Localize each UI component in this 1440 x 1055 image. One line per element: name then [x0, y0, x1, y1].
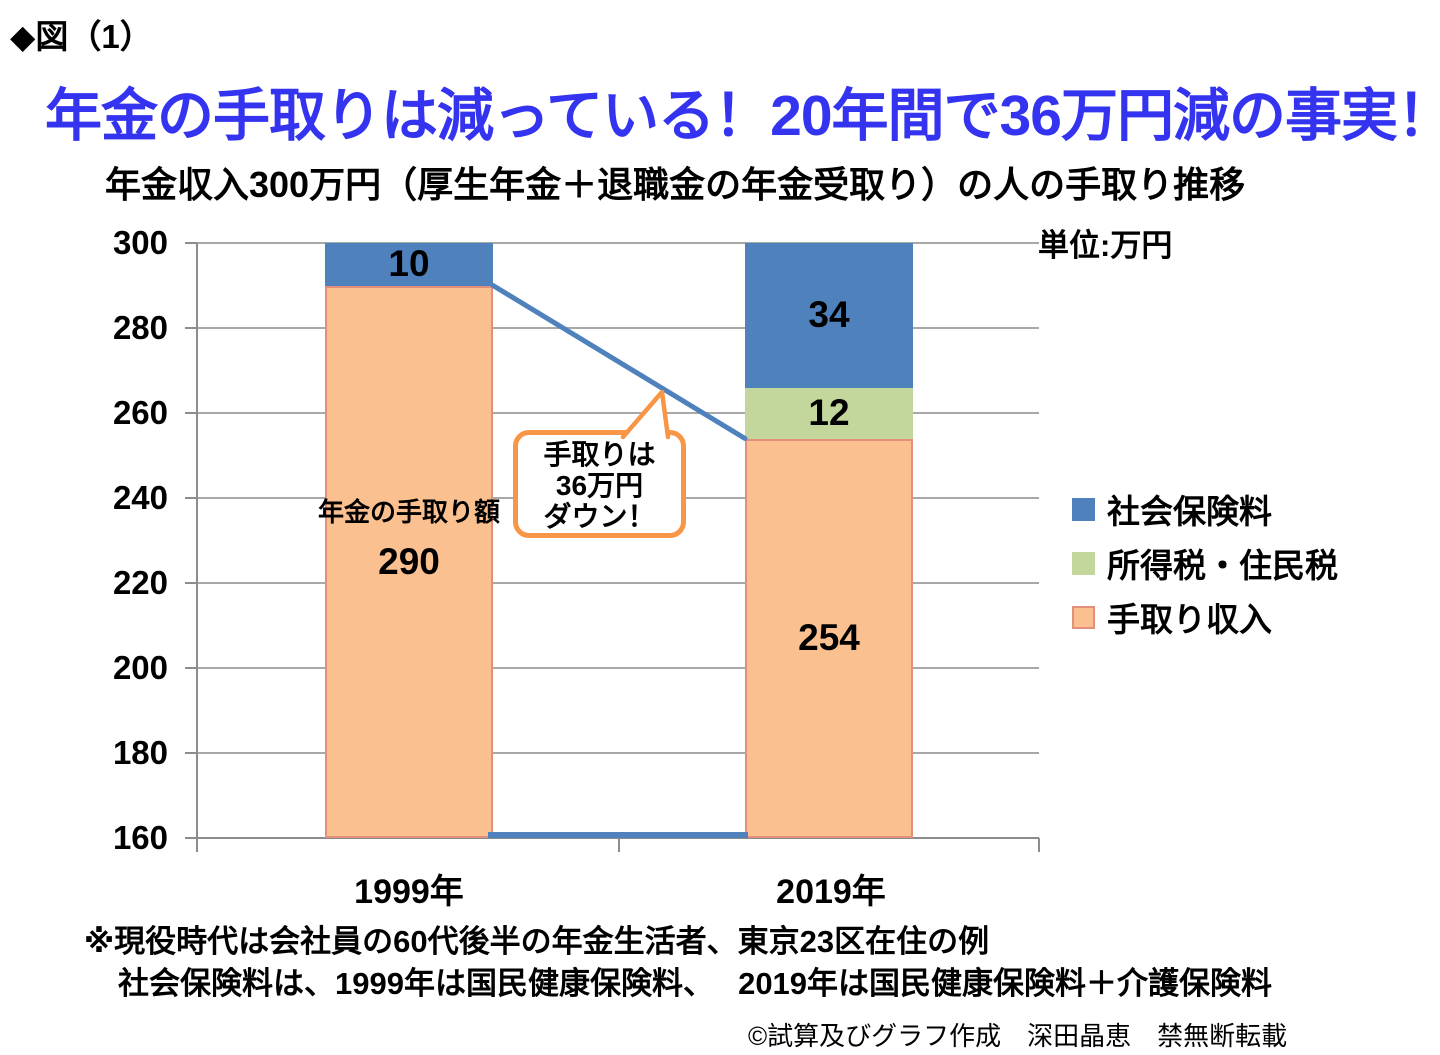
- y-tick-label: 260: [112, 394, 168, 431]
- callout-bubble: 手取りは 36万円 ダウン！: [513, 430, 686, 538]
- y-axis-tick: [185, 242, 197, 244]
- legend-swatch-green-icon: [1072, 551, 1095, 575]
- footnote-2: 社会保険料は、1999年は国民健康保険料、 2019年は国民健康保険料＋介護保険…: [118, 966, 1273, 1001]
- segment-value-label: 12: [808, 392, 850, 433]
- x-tick-label-2019: 2019年: [776, 873, 886, 911]
- y-axis-tick: [185, 752, 197, 754]
- y-tick-label: 200: [112, 649, 168, 686]
- bar-segment-2019年-手取り収入: [745, 438, 913, 838]
- y-axis-tick: [185, 582, 197, 584]
- credit-line: ©試算及びグラフ作成 深田晶恵 禁無断転載: [748, 1021, 1288, 1051]
- legend-label: 所得税・住民税: [1107, 547, 1338, 584]
- segment-value-label: 290: [378, 540, 440, 582]
- callout-line: 36万円: [555, 470, 644, 501]
- callout-line: ダウン！: [543, 501, 656, 532]
- legend-item-tedori-shunyu: 手取り収入: [1072, 600, 1338, 638]
- bar-segment-1999年-手取り収入: [325, 285, 493, 838]
- unit-label: 単位:万円: [1038, 228, 1173, 263]
- legend-item-shotokuzei-juminzei: 所得税・住民税: [1072, 546, 1338, 584]
- figure-label: ◆図（1）: [10, 18, 153, 55]
- gridline: [197, 667, 1039, 669]
- segment-value-label: 10: [388, 243, 430, 285]
- x-tick-label-1999: 1999年: [354, 873, 464, 911]
- bar-segment-2019年-所得税・住民税: [745, 387, 913, 439]
- legend-swatch-orange-icon: [1072, 605, 1095, 629]
- legend-swatch-blue-icon: [1072, 497, 1095, 521]
- y-axis-line: [196, 243, 198, 852]
- segment-value-label: 34: [808, 294, 850, 336]
- y-axis-tick: [185, 667, 197, 669]
- callout-line: 手取りは: [543, 439, 656, 470]
- bar-annotation-tedori: 年金の手取り額: [317, 497, 500, 527]
- y-tick-label: 280: [112, 309, 168, 346]
- x-axis-tick: [618, 838, 620, 852]
- y-tick-label: 220: [112, 564, 168, 601]
- page-title: 年金の手取りは減っている！20年間で36万円減の事実！: [45, 84, 1440, 148]
- chart-title: 年金収入300万円（厚生年金＋退職金の年金受取り）の人の手取り推移: [105, 164, 1246, 205]
- y-axis-tick: [185, 497, 197, 499]
- legend-item-shakai-hokenryo: 社会保険料: [1072, 492, 1338, 530]
- y-tick-label: 180: [112, 734, 168, 771]
- footnote-1: ※現役時代は会社員の60代後半の年金生活者、東京23区在住の例: [84, 924, 990, 959]
- segment-value-label: 254: [798, 617, 860, 659]
- gridline: [197, 582, 1039, 584]
- bar-segment-2019年-社会保険料: [745, 243, 913, 388]
- gridline: [197, 242, 1039, 244]
- y-tick-label: 300: [112, 224, 168, 261]
- x-axis-tick: [1038, 838, 1040, 852]
- gridline: [197, 752, 1039, 754]
- y-axis-tick: [185, 327, 197, 329]
- legend: 社会保険料 所得税・住民税 手取り収入: [1072, 492, 1338, 654]
- y-tick-label: 160: [112, 819, 168, 856]
- legend-label: 社会保険料: [1107, 493, 1272, 530]
- y-axis-tick: [185, 837, 197, 839]
- y-tick-label: 240: [112, 479, 168, 516]
- legend-label: 手取り収入: [1107, 601, 1272, 638]
- y-axis-tick: [185, 412, 197, 414]
- bar-segment-1999年-社会保険料: [325, 243, 493, 286]
